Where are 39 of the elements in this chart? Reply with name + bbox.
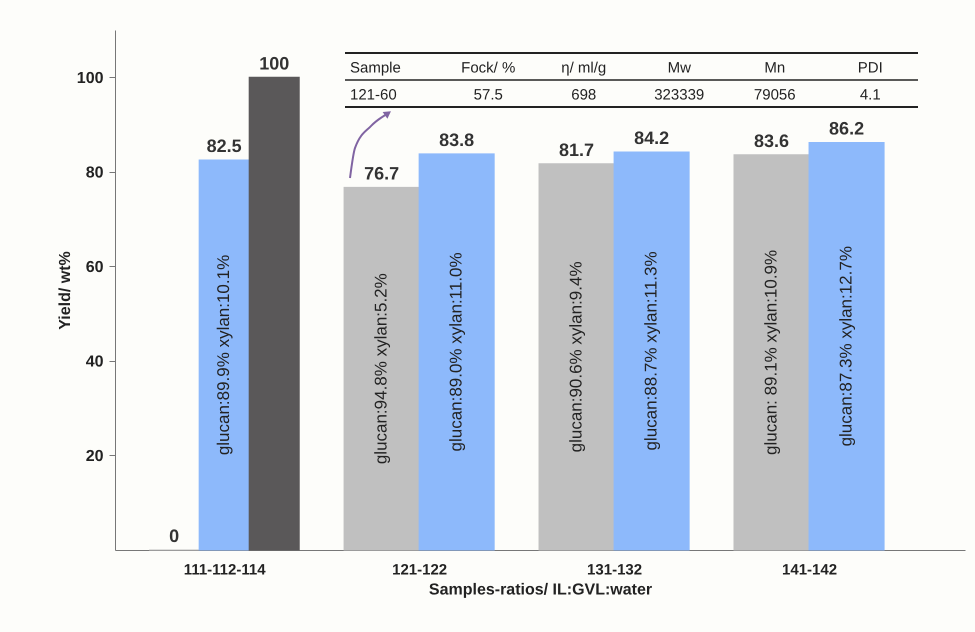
annotation: PDI — [858, 60, 883, 76]
annotation: glucan: 89.1% xylan:10.9% — [762, 250, 781, 455]
annotation: η/ ml/g — [561, 60, 606, 76]
annotation: Fock/ % — [461, 60, 516, 76]
data-label: 83.6 — [754, 130, 790, 151]
annotation: 57.5 — [474, 86, 503, 104]
annotation: Mn — [764, 60, 786, 76]
data-label: 82.5 — [206, 136, 242, 156]
y-tick-label: 40 — [86, 353, 104, 370]
annotation: 698 — [571, 86, 596, 104]
data-label: 76.7 — [364, 163, 400, 184]
x-axis-title: Samples-ratios/ IL:GVL:water — [428, 582, 652, 598]
annotation: glucan:89.0% xylan:11.0% — [446, 252, 466, 452]
x-tick-label: 131-132 — [587, 562, 642, 578]
data-label: 100 — [259, 53, 290, 74]
annotation: glucan:87.3% xylan:12.7% — [836, 246, 856, 446]
y-tick-label: 60 — [86, 258, 104, 276]
annotation: Sample — [350, 60, 401, 76]
y-tick-label: 80 — [86, 164, 104, 182]
annotation: 323339 — [654, 86, 704, 104]
x-tick-label: 141-142 — [782, 562, 838, 578]
data-label: 86.2 — [829, 118, 864, 139]
annotation: glucan:89.9% xylan:10.1% — [214, 254, 234, 456]
data-label: 83.8 — [439, 130, 474, 150]
annotation: glucan:94.8% xylan:5.2% — [372, 273, 391, 464]
data-label: 0 — [169, 526, 180, 546]
y-axis-title: Yield/ wt% — [56, 251, 74, 330]
x-tick-label: 111-112-114 — [184, 562, 266, 578]
annotation: glucan:88.7% xylan:11.3% — [642, 251, 661, 451]
data-label: 84.2 — [634, 128, 670, 148]
annotation: 4.1 — [860, 86, 881, 104]
x-tick-label: 121-122 — [392, 562, 448, 578]
annotation: Mw — [668, 60, 692, 76]
y-tick-label: 100 — [76, 70, 104, 87]
annotation: glucan:90.6% xylan:9.4% — [566, 261, 586, 452]
annotation: 79056 — [754, 86, 796, 104]
annotation: 121-60 — [350, 86, 397, 104]
data-label: 81.7 — [559, 140, 594, 160]
y-tick-label: 20 — [86, 448, 104, 465]
